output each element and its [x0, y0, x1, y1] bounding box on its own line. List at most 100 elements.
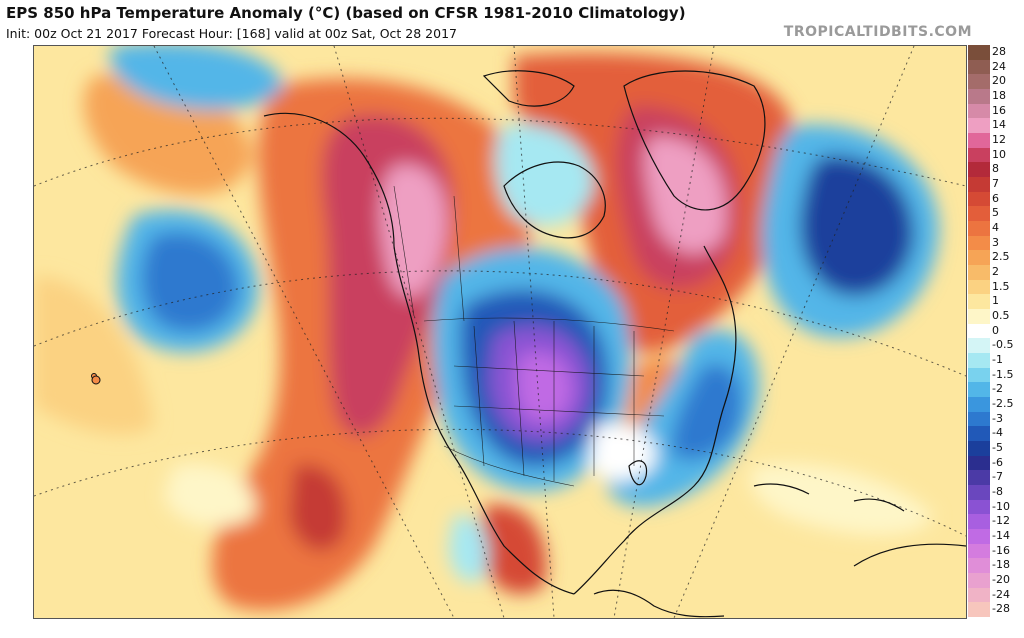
legend-swatch — [968, 103, 990, 119]
west-coastline — [263, 112, 575, 595]
legend-entry: 16 — [968, 103, 1022, 119]
legend-swatch — [968, 133, 990, 148]
strong-warm-east-pacific — [289, 464, 347, 551]
legend-entry: -28 — [968, 602, 1022, 617]
longitude-line — [673, 46, 915, 618]
coastlines — [263, 70, 966, 618]
legend-entry: -0.5 — [968, 338, 1022, 353]
state-border — [453, 405, 665, 417]
weak-anomaly-subtropical-atlantic — [750, 463, 934, 535]
cold-anomaly-bering — [110, 46, 284, 110]
legend-entry: -6 — [968, 455, 1022, 471]
legend-swatch — [968, 543, 990, 559]
legend-label: -16 — [992, 543, 1010, 557]
legend-swatch — [968, 250, 990, 265]
legend-swatch — [968, 529, 990, 544]
very-warm-greenland-core — [644, 136, 727, 254]
legend-swatch — [968, 338, 990, 353]
hudson-bay-outline — [503, 161, 606, 239]
legend-swatch — [968, 147, 990, 163]
legend-swatch — [968, 441, 990, 456]
chart-subtitle: Init: 00z Oct 21 2017 Forecast Hour: [16… — [6, 26, 457, 41]
legend-label: -2.5 — [992, 397, 1014, 410]
legend-label: 16 — [992, 103, 1006, 117]
florida-outline — [628, 460, 648, 486]
legend-label: -10 — [992, 499, 1010, 513]
legend-entry: -4 — [968, 426, 1022, 441]
legend-label: -12 — [992, 514, 1010, 528]
caribbean-islands-east — [853, 498, 905, 512]
legend-label: 28 — [992, 45, 1006, 58]
legend-entry: -14 — [968, 529, 1022, 544]
brand-watermark: TROPICALTIDBITS.COM — [783, 24, 972, 40]
us-canada-border — [423, 317, 675, 332]
legend-label: 0.5 — [992, 309, 1010, 322]
legend-entry: 12 — [968, 133, 1022, 148]
greenland-outline — [623, 70, 766, 211]
legend-label: -8 — [992, 485, 1003, 498]
legend-label: 8 — [992, 162, 999, 176]
legend-entry: -2 — [968, 382, 1022, 397]
legend-entry: 4 — [968, 221, 1022, 236]
legend-swatch — [968, 558, 990, 573]
political-borders — [393, 185, 675, 487]
legend-entry: -8 — [968, 485, 1022, 500]
legend-label: 2 — [992, 265, 999, 278]
legend-entry: -7 — [968, 470, 1022, 485]
cold-low-pacific-core — [141, 232, 239, 332]
legend-swatch — [968, 411, 990, 427]
legend-entry: 1 — [968, 294, 1022, 309]
caribbean-islands — [753, 483, 810, 495]
legend-swatch — [968, 382, 990, 397]
legend-swatch — [968, 294, 990, 309]
legend-label: -1 — [992, 353, 1003, 366]
weak-anomaly-subtropical-pacific — [164, 464, 256, 527]
latitude-line — [34, 270, 966, 377]
lat-lon-grid — [34, 46, 966, 618]
legend-label: 3 — [992, 235, 999, 249]
legend-entry: -16 — [968, 543, 1022, 559]
color-legend: 28 24 20 18 16 14 12 10 8 7 6 5 4 3 2.5 2 1.5 1 0.5 0 -0.5 -1… — [968, 45, 1022, 617]
legend-label: -6 — [992, 455, 1003, 469]
cool-anomaly-baja — [449, 515, 488, 582]
legend-swatch — [968, 455, 990, 471]
cool-anomaly-hudson — [495, 124, 594, 226]
legend-entry: 6 — [968, 191, 1022, 207]
legend-label: 12 — [992, 133, 1006, 146]
legend-entry: -20 — [968, 573, 1022, 588]
legend-swatch — [968, 162, 990, 177]
legend-label: -1.5 — [992, 367, 1014, 381]
cold-anomaly-western-atlantic-core — [671, 364, 743, 460]
hawaii-island — [91, 375, 101, 385]
legend-swatch — [968, 485, 990, 500]
south-america-coast — [853, 543, 966, 567]
legend-entry: -1.5 — [968, 367, 1022, 383]
legend-entry: -3 — [968, 411, 1022, 427]
legend-label: 14 — [992, 118, 1006, 132]
central-america-coast — [593, 589, 725, 618]
longitude-line — [613, 46, 715, 618]
state-border — [513, 320, 525, 477]
state-border — [453, 365, 645, 377]
legend-label: 24 — [992, 59, 1006, 73]
legend-swatch — [968, 514, 990, 529]
province-border — [393, 185, 415, 317]
legend-entry: 14 — [968, 118, 1022, 133]
anomaly-field — [34, 46, 939, 611]
legend-label: 0 — [992, 323, 999, 337]
legend-swatch — [968, 235, 990, 251]
legend-swatch — [968, 221, 990, 236]
legend-entry: 8 — [968, 162, 1022, 177]
chart-title: EPS 850 hPa Temperature Anomaly (°C) (ba… — [6, 4, 686, 22]
legend-entry: -2.5 — [968, 397, 1022, 412]
legend-entry: 28 — [968, 45, 1022, 60]
legend-label: 1.5 — [992, 279, 1010, 293]
legend-label: -3 — [992, 411, 1003, 425]
legend-label: 18 — [992, 89, 1006, 102]
warm-anomaly-central-pacific — [34, 276, 154, 435]
legend-swatch — [968, 587, 990, 603]
legend-label: 1 — [992, 294, 999, 308]
legend-swatch — [968, 397, 990, 412]
legend-entry: 2.5 — [968, 250, 1022, 265]
state-border — [473, 325, 485, 467]
